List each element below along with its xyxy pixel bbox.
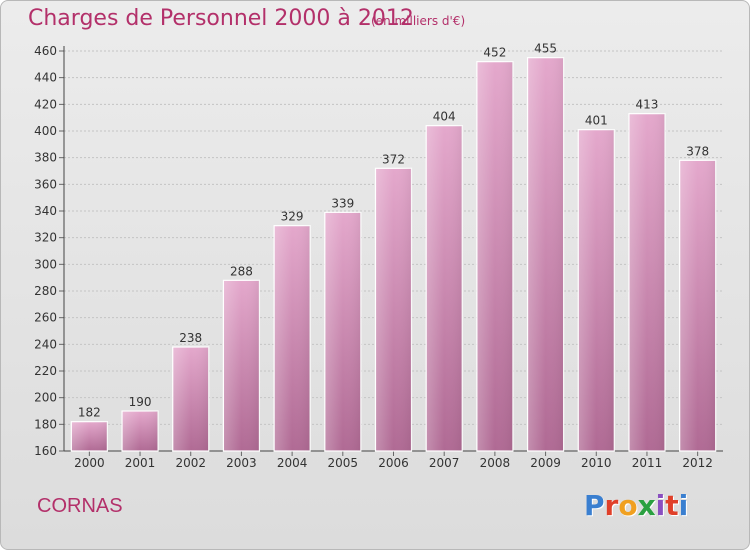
data-label-2011: 413 xyxy=(636,98,659,112)
data-label-2010: 401 xyxy=(585,114,608,128)
x-tick-label-2005: 2005 xyxy=(328,456,359,470)
proxiti-logo: Proxiti xyxy=(584,489,688,522)
y-tick-label: 260 xyxy=(34,311,57,325)
data-label-2004: 329 xyxy=(281,210,304,224)
chart-subtitle: (en milliers d'€) xyxy=(371,14,466,28)
bar-shine xyxy=(122,411,159,451)
bar-shine xyxy=(324,212,361,451)
data-label-2008: 452 xyxy=(483,46,506,60)
x-tick-label-2003: 2003 xyxy=(226,456,257,470)
y-tick-label: 440 xyxy=(34,71,57,85)
bar-shine xyxy=(628,113,665,452)
logo-letter: i xyxy=(655,489,666,522)
y-tick-label: 240 xyxy=(34,337,57,351)
data-label-2002: 238 xyxy=(179,331,202,345)
x-tick-label-2012: 2012 xyxy=(682,456,713,470)
chart-title: Charges de Personnel 2000 à 2012 xyxy=(28,6,414,31)
bar-shine xyxy=(476,61,513,452)
data-label-2009: 455 xyxy=(534,42,557,56)
x-tick-label-2007: 2007 xyxy=(429,456,460,470)
y-tick-label: 340 xyxy=(34,204,57,218)
y-tick-label: 220 xyxy=(34,364,57,378)
x-tick-label-2006: 2006 xyxy=(378,456,409,470)
data-label-2005: 339 xyxy=(331,196,354,210)
y-tick-label: 400 xyxy=(34,124,57,138)
data-label-2012: 378 xyxy=(686,144,709,158)
y-tick-label: 420 xyxy=(34,97,57,111)
data-label-2001: 190 xyxy=(129,395,152,409)
x-tick-label-2010: 2010 xyxy=(581,456,612,470)
x-tick-label-2004: 2004 xyxy=(277,456,308,470)
x-tick-label-2000: 2000 xyxy=(74,456,105,470)
logo-letter: o xyxy=(618,489,638,522)
y-tick-label: 160 xyxy=(34,444,57,458)
y-tick-label: 200 xyxy=(34,391,57,405)
bar-shine xyxy=(578,129,615,451)
data-label-2006: 372 xyxy=(382,152,405,166)
logo-letter: r xyxy=(604,489,619,522)
x-tick-label-2009: 2009 xyxy=(530,456,561,470)
x-tick-label-2011: 2011 xyxy=(632,456,663,470)
bar-shine xyxy=(274,225,311,451)
bar-shine xyxy=(375,168,412,452)
logo-letter: t xyxy=(665,489,679,522)
logo-letter: x xyxy=(637,489,656,522)
bar-shine xyxy=(426,125,463,452)
x-tick-label-2008: 2008 xyxy=(480,456,511,470)
y-tick-label: 180 xyxy=(34,417,57,431)
bar-shine xyxy=(527,57,564,452)
bar-shine xyxy=(71,421,108,451)
y-tick-label: 380 xyxy=(34,151,57,165)
data-label-2007: 404 xyxy=(433,110,456,124)
y-tick-label: 360 xyxy=(34,177,57,191)
x-tick-label-2001: 2001 xyxy=(125,456,156,470)
bar-shine xyxy=(223,280,260,451)
x-tick-label-2002: 2002 xyxy=(175,456,206,470)
y-tick-label: 320 xyxy=(34,231,57,245)
logo-letter: i xyxy=(678,489,689,522)
commune-name: CORNAS xyxy=(37,495,123,517)
bar-shine xyxy=(172,347,209,451)
data-label-2000: 182 xyxy=(78,406,101,420)
logo-letter: P xyxy=(584,489,605,522)
data-label-2003: 288 xyxy=(230,264,253,278)
y-tick-label: 280 xyxy=(34,284,57,298)
y-tick-label: 460 xyxy=(34,44,57,58)
bar-shine xyxy=(679,160,716,452)
y-tick-label: 300 xyxy=(34,257,57,271)
